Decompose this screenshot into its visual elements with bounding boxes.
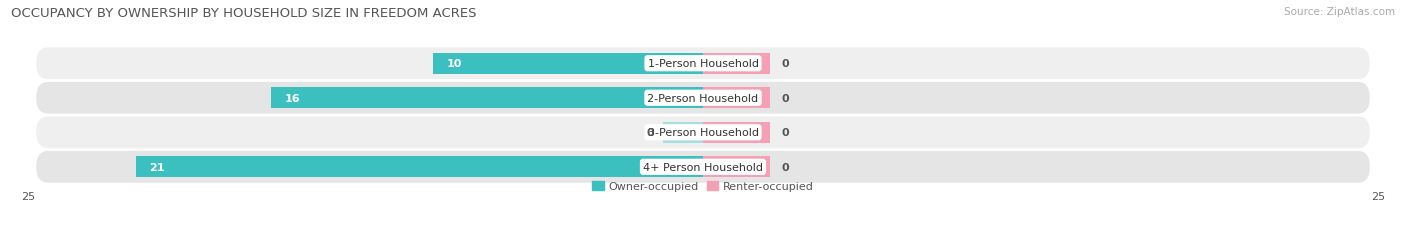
Text: 3-Person Household: 3-Person Household: [648, 128, 758, 138]
Bar: [703, 88, 770, 109]
FancyBboxPatch shape: [37, 117, 1369, 149]
Text: Source: ZipAtlas.com: Source: ZipAtlas.com: [1284, 7, 1395, 17]
FancyBboxPatch shape: [37, 48, 1369, 80]
Text: 0: 0: [782, 162, 789, 172]
FancyBboxPatch shape: [37, 82, 1369, 114]
Text: 0: 0: [782, 59, 789, 69]
Text: 16: 16: [284, 93, 301, 103]
Text: 4+ Person Household: 4+ Person Household: [643, 162, 763, 172]
Text: 2-Person Household: 2-Person Household: [647, 93, 759, 103]
Text: 1-Person Household: 1-Person Household: [648, 59, 758, 69]
Text: 10: 10: [447, 59, 463, 69]
Bar: [703, 156, 770, 178]
FancyBboxPatch shape: [37, 151, 1369, 183]
Bar: [136, 156, 703, 178]
Text: 21: 21: [149, 162, 165, 172]
Bar: [271, 88, 703, 109]
Text: OCCUPANCY BY OWNERSHIP BY HOUSEHOLD SIZE IN FREEDOM ACRES: OCCUPANCY BY OWNERSHIP BY HOUSEHOLD SIZE…: [11, 7, 477, 20]
Bar: [433, 53, 703, 75]
Bar: [662, 122, 703, 143]
Bar: [703, 122, 770, 143]
Bar: [703, 53, 770, 75]
Text: 0: 0: [647, 128, 654, 138]
Text: 0: 0: [782, 93, 789, 103]
Legend: Owner-occupied, Renter-occupied: Owner-occupied, Renter-occupied: [588, 176, 818, 196]
Text: 0: 0: [782, 128, 789, 138]
